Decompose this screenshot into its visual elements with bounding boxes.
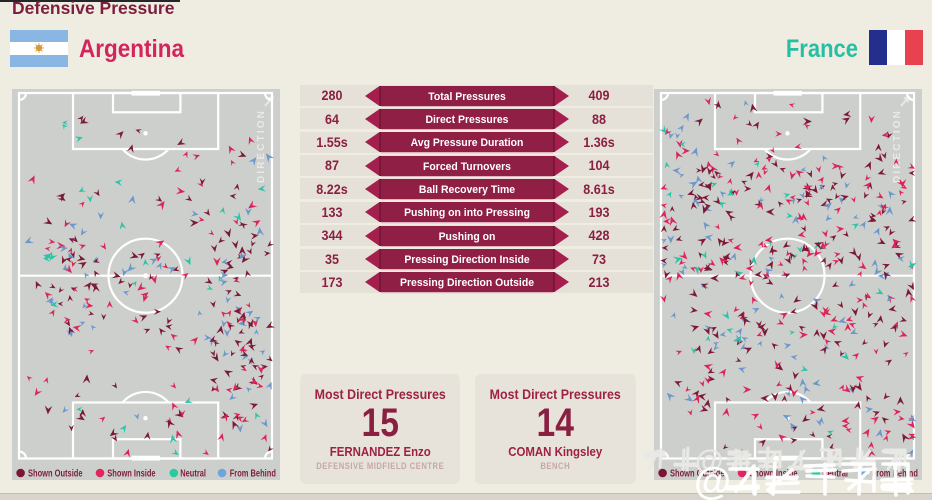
svg-text:Pressing Direction Inside: Pressing Direction Inside: [404, 254, 529, 266]
svg-text:Pushing on: Pushing on: [438, 230, 495, 242]
svg-text:Ball Recovery Time: Ball Recovery Time: [418, 184, 514, 196]
svg-text:DIRECTION: DIRECTION: [892, 109, 903, 183]
svg-text:Direct Pressures: Direct Pressures: [425, 114, 508, 126]
svg-text:@: @: [694, 461, 731, 500]
svg-text:Pressing Direction Outside: Pressing Direction Outside: [399, 277, 533, 289]
svg-text:Neutral: Neutral: [180, 467, 206, 478]
svg-text:Forced Turnovers: Forced Turnovers: [423, 160, 511, 172]
svg-text:Shown Outside: Shown Outside: [670, 467, 725, 478]
svg-text:@: @: [695, 445, 723, 477]
svg-text:Shown Outside: Shown Outside: [28, 467, 83, 478]
svg-text:Pushing on into Pressing: Pushing on into Pressing: [404, 207, 530, 219]
svg-text:Shown Inside: Shown Inside: [107, 467, 155, 478]
svg-text:Total Pressures: Total Pressures: [428, 90, 506, 102]
svg-text:Neutral: Neutral: [822, 467, 848, 478]
svg-text:Avg Pressure Duration: Avg Pressure Duration: [410, 137, 523, 149]
svg-text:From Behind: From Behind: [230, 467, 276, 478]
svg-text:DIRECTION: DIRECTION: [256, 109, 267, 183]
